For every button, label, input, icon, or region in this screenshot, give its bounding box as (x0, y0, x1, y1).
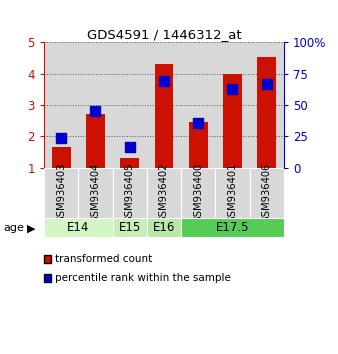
Bar (147, 42, 181, 168)
Bar (78, 168, 113, 218)
Text: GSM936405: GSM936405 (125, 162, 135, 223)
Bar (181, 168, 215, 218)
Text: transformed count: transformed count (55, 254, 152, 264)
Point (264, 81, 269, 87)
Text: GSM936406: GSM936406 (262, 162, 272, 223)
Bar (154, 64, 173, 168)
Bar (44, 218, 113, 237)
Text: E16: E16 (153, 221, 175, 234)
Bar (257, 57, 276, 168)
Point (161, 78, 167, 84)
Text: GSM936404: GSM936404 (90, 162, 100, 223)
Bar (113, 168, 147, 218)
Bar (78, 42, 113, 168)
Point (230, 86, 235, 92)
Point (93, 108, 98, 114)
Bar (250, 42, 284, 168)
Text: E17.5: E17.5 (216, 221, 249, 234)
Bar (147, 168, 181, 218)
Bar (147, 218, 181, 237)
Text: E15: E15 (119, 221, 141, 234)
Bar (215, 42, 250, 168)
Bar (189, 122, 208, 168)
Bar (181, 42, 215, 168)
Point (195, 120, 201, 126)
Point (127, 144, 132, 150)
Bar (113, 218, 147, 237)
Text: GSM936400: GSM936400 (193, 162, 203, 223)
Text: percentile rank within the sample: percentile rank within the sample (55, 273, 231, 283)
Bar (44, 168, 78, 218)
Bar (86, 114, 105, 168)
Point (58, 135, 64, 141)
Text: GSM936403: GSM936403 (56, 162, 66, 223)
Text: GSM936402: GSM936402 (159, 162, 169, 223)
Text: E14: E14 (67, 221, 90, 234)
Bar (113, 42, 147, 168)
Text: GSM936401: GSM936401 (227, 162, 238, 223)
Bar (223, 74, 242, 168)
Text: ▶: ▶ (27, 223, 35, 233)
Bar (250, 168, 284, 218)
Bar (181, 218, 284, 237)
Bar (44, 42, 78, 168)
Text: age: age (3, 223, 24, 233)
Bar (52, 147, 71, 168)
Bar (120, 158, 139, 168)
Bar (215, 168, 250, 218)
Title: GDS4591 / 1446312_at: GDS4591 / 1446312_at (87, 28, 241, 41)
